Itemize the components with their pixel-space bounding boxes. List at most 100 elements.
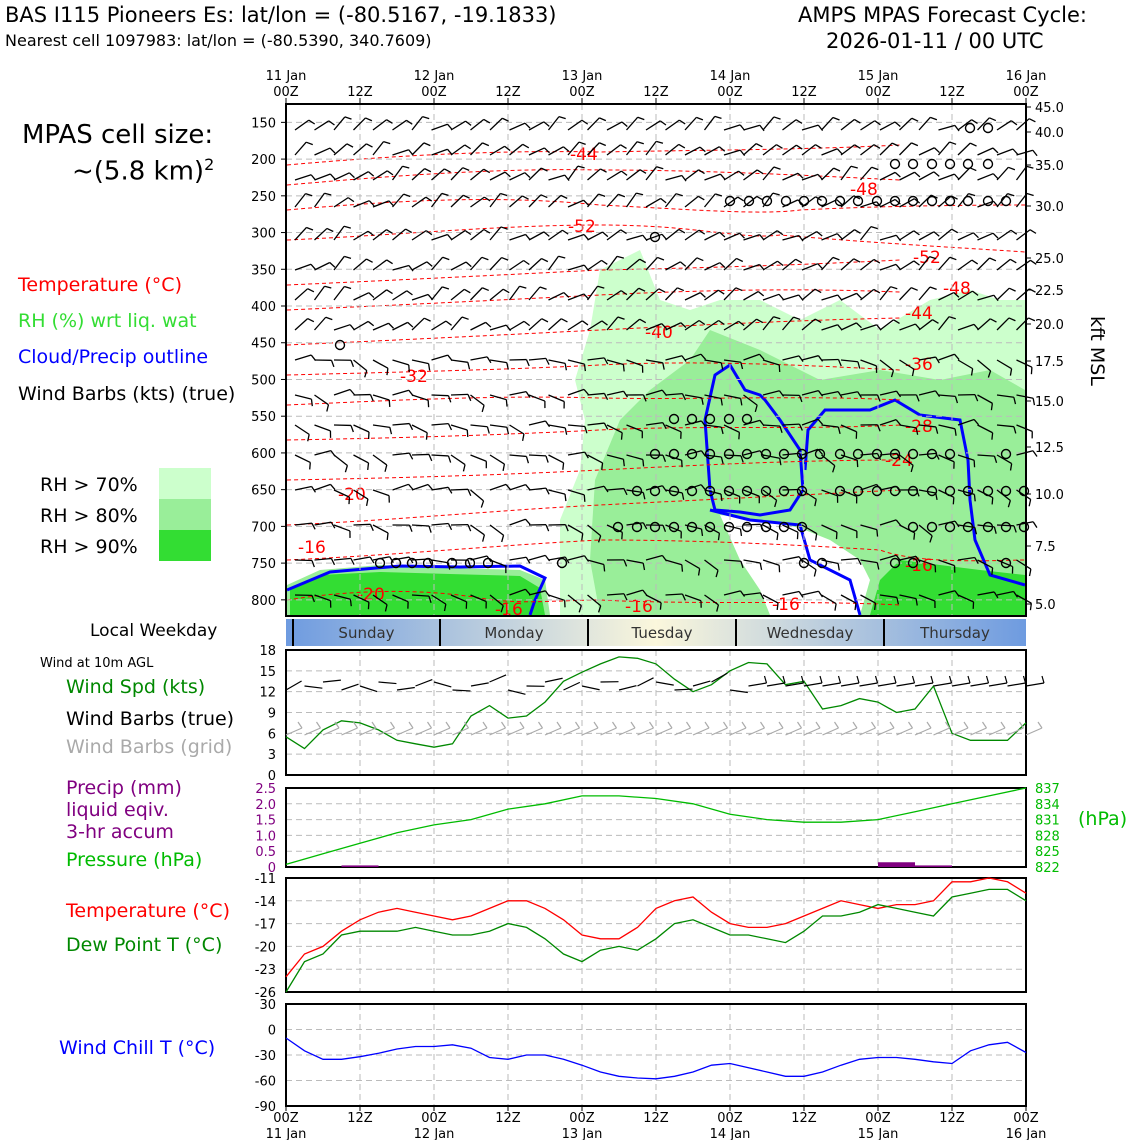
kft-tick-label: 30.0 — [1035, 200, 1064, 215]
barb-flag — [502, 117, 509, 122]
barb-shaft — [587, 485, 605, 491]
barb-flag — [798, 423, 803, 431]
barb-shaft — [762, 594, 779, 604]
barb-flag — [934, 390, 941, 398]
wind-barb — [918, 594, 936, 608]
wind-barb — [821, 489, 839, 503]
grid-wind-barb — [304, 721, 321, 736]
barb-flag — [1032, 450, 1038, 457]
barb-flag — [344, 255, 352, 259]
barb-flag — [428, 454, 433, 462]
wind-barb — [977, 257, 997, 271]
wind-barb — [957, 119, 978, 131]
wind-barb — [938, 353, 960, 361]
barb-shaft — [567, 388, 585, 396]
barb-shaft — [684, 319, 700, 331]
wind-barb — [587, 231, 609, 241]
barb-flag — [854, 144, 861, 150]
barb-flag — [876, 424, 881, 432]
cloud-circle — [907, 195, 919, 207]
barb-flag — [1007, 500, 1012, 508]
wind-barb — [821, 199, 843, 208]
barb-shaft — [977, 489, 994, 499]
barb-shaft — [860, 594, 876, 604]
barb-shaft — [879, 554, 897, 561]
barb-flag — [311, 522, 316, 530]
barb-flag — [329, 262, 336, 268]
barb-shaft — [785, 682, 804, 687]
barb-flag — [736, 257, 744, 263]
wind-barb — [294, 559, 315, 568]
wind-barb — [977, 591, 999, 599]
barb-shaft — [567, 451, 585, 456]
cloud-circle — [556, 557, 568, 569]
barb-flag — [522, 143, 530, 149]
wind-barb — [782, 355, 804, 362]
pressure-tick-label: 825 — [1035, 845, 1060, 860]
wind-barb — [665, 392, 687, 401]
barb-flag — [423, 317, 431, 322]
barb-shaft — [372, 289, 388, 301]
wind-speed-line — [285, 656, 1027, 750]
barb-flag — [427, 721, 432, 729]
cloud-circle — [982, 122, 994, 134]
barb-shaft — [489, 226, 502, 241]
barb-shaft — [314, 483, 331, 491]
barb-shaft — [879, 452, 897, 456]
barb-flag — [367, 320, 375, 327]
barb-flag — [597, 605, 602, 613]
wind-barb — [567, 119, 589, 131]
temp-label: -44 — [570, 145, 598, 165]
barb-shaft — [450, 359, 468, 363]
pressure-tick-label: 250 — [251, 190, 276, 205]
cloud-circle — [686, 448, 698, 460]
barb-flag — [948, 675, 953, 684]
hpa-unit: (hPa) — [1078, 808, 1128, 830]
barb-flag — [309, 462, 311, 470]
wind-barb — [294, 485, 317, 493]
wind-barb — [957, 142, 977, 156]
barb-shaft — [314, 261, 331, 271]
barb-shaft — [431, 354, 448, 361]
wind-barb — [899, 117, 919, 131]
barb-shaft — [645, 389, 663, 396]
barb-shaft — [489, 359, 507, 364]
wind-barb — [567, 233, 590, 241]
wind-barb — [606, 290, 628, 301]
barb-shaft — [626, 169, 641, 181]
barb-flag — [1013, 397, 1017, 405]
temp-label: -16 — [772, 595, 800, 615]
barb-flag — [755, 143, 763, 148]
local-weekday-label: Local Weekday — [90, 621, 218, 641]
wind-barb — [977, 173, 999, 181]
barb-shaft — [470, 168, 485, 181]
wind-barb — [450, 559, 472, 567]
barb-shaft — [378, 727, 395, 736]
cloud-circle — [926, 195, 938, 207]
wind-barb — [333, 359, 355, 368]
barb-shaft — [938, 590, 956, 596]
y-tick-label: -90 — [255, 1100, 276, 1115]
wind-barb — [509, 588, 531, 596]
barb-flag — [349, 389, 356, 396]
barb-shaft — [450, 194, 464, 208]
barb-flag — [584, 451, 589, 459]
barb-flag — [1009, 258, 1017, 264]
barb-flag — [876, 562, 880, 570]
wind-barb — [938, 291, 960, 301]
barb-flag — [678, 119, 686, 125]
wind-barb — [626, 489, 646, 500]
barb-flag — [776, 602, 779, 611]
barb-flag — [720, 493, 723, 502]
wind-barb — [333, 557, 355, 565]
wind-barb — [626, 258, 647, 271]
barb-shaft — [587, 231, 603, 241]
barb-flag — [523, 320, 531, 327]
barb-shaft — [782, 144, 797, 156]
barb-flag — [891, 142, 899, 147]
barb-shaft — [918, 286, 931, 301]
kft-tick-label: 22.5 — [1035, 284, 1064, 299]
wind10m-barb — [563, 681, 581, 691]
barb-shaft — [822, 682, 841, 687]
barb-flag — [467, 559, 472, 567]
